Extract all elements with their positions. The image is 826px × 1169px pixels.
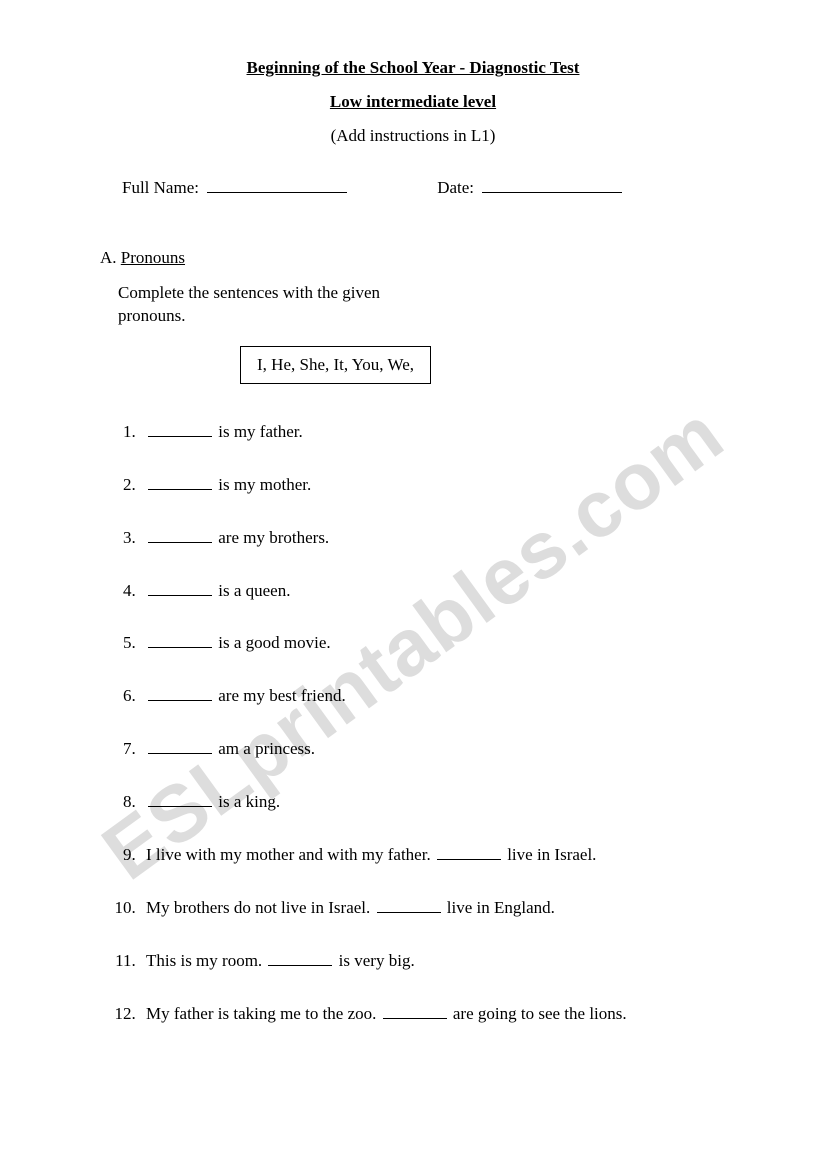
- date-input-line[interactable]: [482, 176, 622, 193]
- question-item: My father is taking me to the zoo. are g…: [140, 1000, 726, 1029]
- question-item: am a princess.: [140, 735, 726, 764]
- answer-blank[interactable]: [148, 687, 212, 701]
- worksheet-page: Beginning of the School Year - Diagnosti…: [0, 0, 826, 1093]
- answer-blank[interactable]: [148, 475, 212, 489]
- answer-blank[interactable]: [377, 898, 441, 912]
- question-item: is a queen.: [140, 577, 726, 606]
- page-note: (Add instructions in L1): [100, 126, 726, 146]
- question-text-after: is very big.: [334, 951, 414, 970]
- question-item: is my mother.: [140, 471, 726, 500]
- question-item: This is my room. is very big.: [140, 947, 726, 976]
- full-name-input-line[interactable]: [207, 176, 347, 193]
- answer-blank[interactable]: [437, 846, 501, 860]
- answer-blank[interactable]: [148, 528, 212, 542]
- question-text-before: This is my room.: [146, 951, 266, 970]
- answer-blank[interactable]: [268, 951, 332, 965]
- answer-blank[interactable]: [148, 581, 212, 595]
- question-text-before: I live with my mother and with my father…: [146, 845, 435, 864]
- section-a-instruction: Complete the sentences with the given pr…: [118, 282, 408, 328]
- question-text-before: My father is taking me to the zoo.: [146, 1004, 381, 1023]
- pronoun-word-box: I, He, She, It, You, We,: [240, 346, 431, 384]
- question-text-after: live in England.: [443, 898, 555, 917]
- question-item: is a king.: [140, 788, 726, 817]
- section-a-letter: A.: [100, 248, 117, 267]
- answer-blank[interactable]: [383, 1004, 447, 1018]
- question-text-after: is a queen.: [214, 581, 290, 600]
- full-name-label: Full Name:: [122, 178, 199, 197]
- page-title: Beginning of the School Year - Diagnosti…: [100, 58, 726, 78]
- question-text-after: is my father.: [214, 422, 303, 441]
- question-text-after: is a king.: [214, 792, 280, 811]
- question-item: is a good movie.: [140, 629, 726, 658]
- answer-blank[interactable]: [148, 634, 212, 648]
- question-text-before: My brothers do not live in Israel.: [146, 898, 375, 917]
- section-a-heading: A. Pronouns: [100, 248, 726, 268]
- question-text-after: am a princess.: [214, 739, 315, 758]
- question-text-after: is a good movie.: [214, 633, 331, 652]
- question-item: I live with my mother and with my father…: [140, 841, 726, 870]
- question-item: My brothers do not live in Israel. live …: [140, 894, 726, 923]
- answer-blank[interactable]: [148, 422, 212, 436]
- question-text-after: live in Israel.: [503, 845, 596, 864]
- section-a-title: Pronouns: [121, 248, 185, 267]
- question-text-after: are my brothers.: [214, 528, 329, 547]
- date-field: Date:: [437, 176, 622, 198]
- page-subtitle: Low intermediate level: [100, 92, 726, 112]
- question-item: is my father.: [140, 418, 726, 447]
- question-item: are my brothers.: [140, 524, 726, 553]
- question-text-after: are my best friend.: [214, 686, 346, 705]
- answer-blank[interactable]: [148, 793, 212, 807]
- name-date-row: Full Name: Date:: [100, 176, 726, 198]
- question-text-after: is my mother.: [214, 475, 311, 494]
- answer-blank[interactable]: [148, 740, 212, 754]
- question-item: are my best friend.: [140, 682, 726, 711]
- question-text-after: are going to see the lions.: [449, 1004, 627, 1023]
- question-list: is my father. is my mother. are my broth…: [140, 418, 726, 1029]
- full-name-field: Full Name:: [122, 176, 347, 198]
- date-label: Date:: [437, 178, 474, 197]
